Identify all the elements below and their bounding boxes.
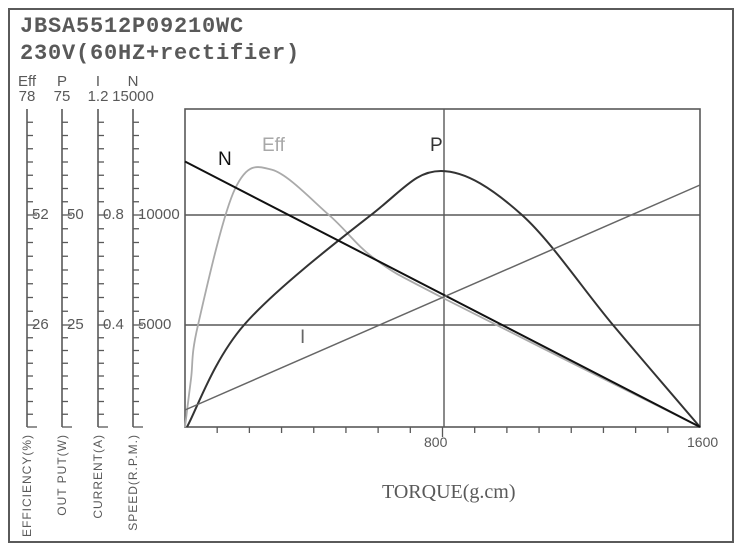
svg-text:1.2: 1.2 <box>88 88 109 105</box>
svg-text:75: 75 <box>54 88 71 105</box>
svg-text:Eff: Eff <box>262 135 286 156</box>
svg-text:25: 25 <box>67 316 84 333</box>
svg-text:P: P <box>430 135 443 156</box>
svg-text:10000: 10000 <box>138 206 180 223</box>
svg-text:52: 52 <box>32 206 49 223</box>
svg-text:78: 78 <box>19 88 36 105</box>
svg-text:0.4: 0.4 <box>103 316 124 333</box>
svg-text:0.8: 0.8 <box>103 206 124 223</box>
svg-text:5000: 5000 <box>138 316 171 333</box>
svg-text:50: 50 <box>67 206 84 223</box>
svg-text:26: 26 <box>32 316 49 333</box>
svg-text:I: I <box>300 327 305 348</box>
svg-text:N: N <box>218 149 232 170</box>
svg-text:15000: 15000 <box>112 88 154 105</box>
